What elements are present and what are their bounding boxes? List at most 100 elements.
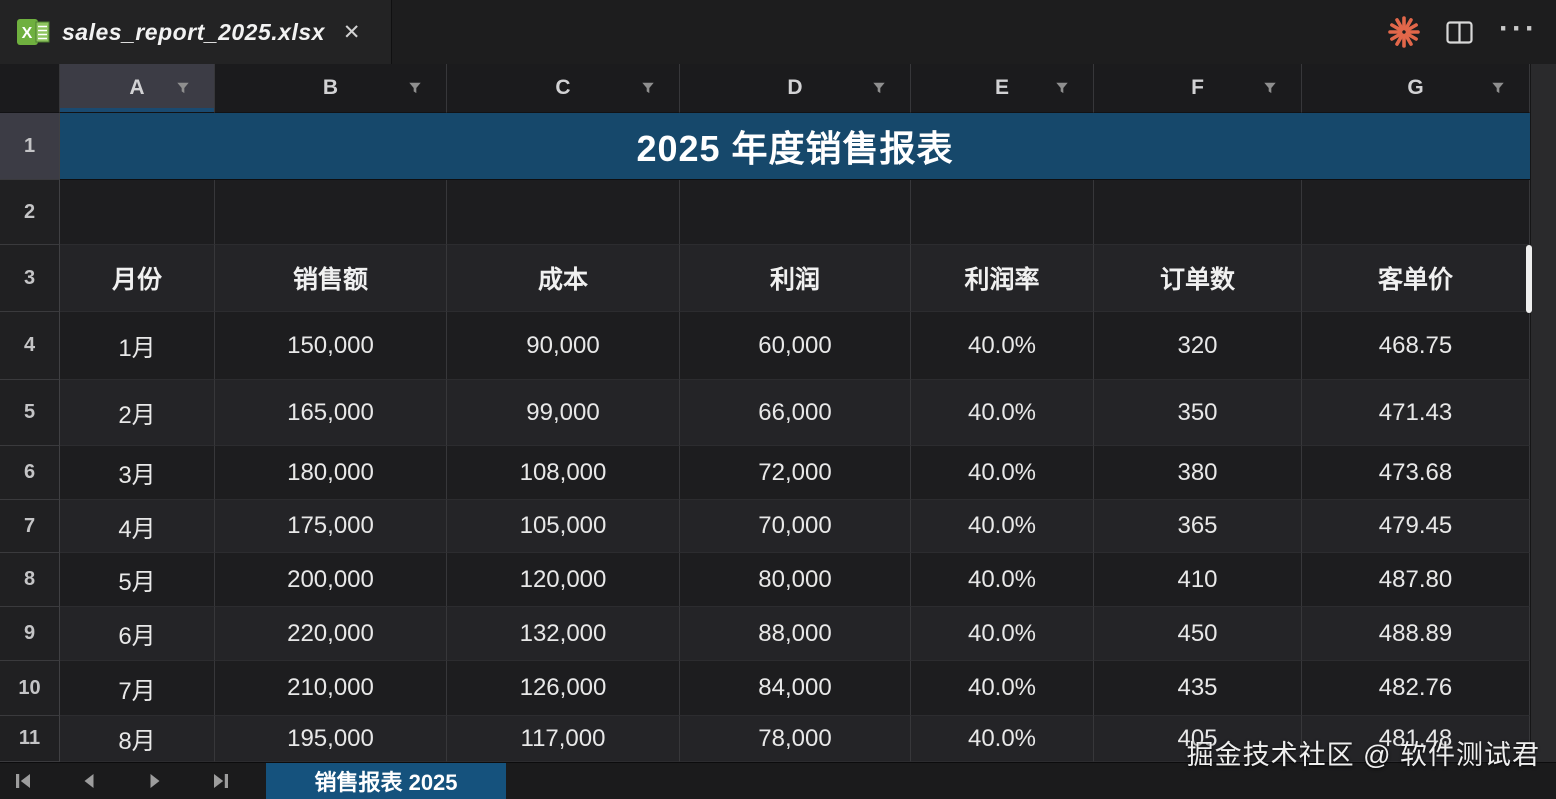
data-cell[interactable]: 195,000 bbox=[215, 716, 447, 762]
data-cell[interactable]: 108,000 bbox=[447, 446, 680, 500]
data-cell[interactable]: 40.0% bbox=[911, 607, 1094, 661]
data-cell[interactable]: 220,000 bbox=[215, 607, 447, 661]
data-cell[interactable]: 210,000 bbox=[215, 661, 447, 716]
data-cell[interactable]: 120,000 bbox=[447, 553, 680, 607]
sheet-tab-sales-report[interactable]: 销售报表 2025 bbox=[266, 763, 506, 799]
data-cell[interactable]: 2月 bbox=[60, 380, 215, 446]
empty-cell[interactable] bbox=[680, 180, 911, 245]
data-cell[interactable]: 4月 bbox=[60, 500, 215, 553]
data-cell[interactable]: 72,000 bbox=[680, 446, 911, 500]
data-cell[interactable]: 126,000 bbox=[447, 661, 680, 716]
filter-icon[interactable] bbox=[1055, 81, 1069, 95]
previous-sheet-button[interactable] bbox=[78, 771, 100, 791]
data-cell[interactable]: 88,000 bbox=[680, 607, 911, 661]
data-cell[interactable]: 481.48 bbox=[1302, 716, 1530, 762]
data-cell[interactable]: 471.43 bbox=[1302, 380, 1530, 446]
row-header-5[interactable]: 5 bbox=[0, 380, 60, 446]
data-cell[interactable]: 60,000 bbox=[680, 312, 911, 380]
filter-icon[interactable] bbox=[872, 81, 886, 95]
row-header-4[interactable]: 4 bbox=[0, 312, 60, 380]
data-cell[interactable]: 40.0% bbox=[911, 312, 1094, 380]
row-header-9[interactable]: 9 bbox=[0, 607, 60, 661]
data-cell[interactable]: 1月 bbox=[60, 312, 215, 380]
data-cell[interactable]: 165,000 bbox=[215, 380, 447, 446]
empty-cell[interactable] bbox=[1094, 180, 1302, 245]
data-cell[interactable]: 8月 bbox=[60, 716, 215, 762]
report-title-cell[interactable]: 2025 年度销售报表 bbox=[60, 113, 1530, 180]
filter-icon[interactable] bbox=[1491, 81, 1505, 95]
column-header-e[interactable]: E bbox=[911, 64, 1094, 113]
data-cell[interactable]: 350 bbox=[1094, 380, 1302, 446]
data-cell[interactable]: 405 bbox=[1094, 716, 1302, 762]
data-cell[interactable]: 468.75 bbox=[1302, 312, 1530, 380]
close-tab-icon[interactable]: ✕ bbox=[342, 20, 361, 44]
data-cell[interactable]: 40.0% bbox=[911, 716, 1094, 762]
data-cell[interactable]: 150,000 bbox=[215, 312, 447, 380]
data-cell[interactable]: 78,000 bbox=[680, 716, 911, 762]
data-cell[interactable]: 175,000 bbox=[215, 500, 447, 553]
data-cell[interactable]: 5月 bbox=[60, 553, 215, 607]
row-header-2[interactable]: 2 bbox=[0, 180, 60, 245]
header-cell[interactable]: 销售额 bbox=[215, 245, 447, 312]
header-cell[interactable]: 月份 bbox=[60, 245, 215, 312]
vertical-scrollbar-track[interactable] bbox=[1530, 64, 1556, 762]
header-cell[interactable]: 客单价 bbox=[1302, 245, 1530, 312]
next-sheet-button[interactable] bbox=[144, 771, 166, 791]
header-cell[interactable]: 利润 bbox=[680, 245, 911, 312]
header-cell[interactable]: 订单数 bbox=[1094, 245, 1302, 312]
data-cell[interactable]: 473.68 bbox=[1302, 446, 1530, 500]
split-editor-icon[interactable] bbox=[1446, 20, 1473, 44]
data-cell[interactable]: 117,000 bbox=[447, 716, 680, 762]
data-cell[interactable]: 180,000 bbox=[215, 446, 447, 500]
data-cell[interactable]: 365 bbox=[1094, 500, 1302, 553]
last-sheet-button[interactable] bbox=[210, 771, 232, 791]
file-tab[interactable]: X sales_report_2025.xlsx ✕ bbox=[0, 0, 392, 64]
data-cell[interactable]: 410 bbox=[1094, 553, 1302, 607]
data-cell[interactable]: 105,000 bbox=[447, 500, 680, 553]
starburst-icon[interactable] bbox=[1388, 16, 1420, 48]
filter-icon[interactable] bbox=[1263, 81, 1277, 95]
filter-icon[interactable] bbox=[408, 81, 422, 95]
vertical-scrollbar-thumb[interactable] bbox=[1526, 245, 1532, 313]
row-header-6[interactable]: 6 bbox=[0, 446, 60, 500]
data-cell[interactable]: 3月 bbox=[60, 446, 215, 500]
empty-cell[interactable] bbox=[60, 180, 215, 245]
column-header-c[interactable]: C bbox=[447, 64, 680, 113]
data-cell[interactable]: 488.89 bbox=[1302, 607, 1530, 661]
header-cell[interactable]: 利润率 bbox=[911, 245, 1094, 312]
row-header-10[interactable]: 10 bbox=[0, 661, 60, 716]
row-header-8[interactable]: 8 bbox=[0, 553, 60, 607]
data-cell[interactable]: 7月 bbox=[60, 661, 215, 716]
row-header-7[interactable]: 7 bbox=[0, 500, 60, 553]
data-cell[interactable]: 40.0% bbox=[911, 500, 1094, 553]
empty-cell[interactable] bbox=[911, 180, 1094, 245]
row-header-3[interactable]: 3 bbox=[0, 245, 60, 312]
data-cell[interactable]: 320 bbox=[1094, 312, 1302, 380]
data-cell[interactable]: 80,000 bbox=[680, 553, 911, 607]
data-cell[interactable]: 66,000 bbox=[680, 380, 911, 446]
filter-icon[interactable] bbox=[176, 81, 190, 95]
data-cell[interactable]: 479.45 bbox=[1302, 500, 1530, 553]
data-cell[interactable]: 435 bbox=[1094, 661, 1302, 716]
data-cell[interactable]: 40.0% bbox=[911, 661, 1094, 716]
data-cell[interactable]: 450 bbox=[1094, 607, 1302, 661]
column-header-f[interactable]: F bbox=[1094, 64, 1302, 113]
row-header-1[interactable]: 1 bbox=[0, 113, 60, 180]
column-header-a[interactable]: A bbox=[60, 64, 215, 113]
empty-cell[interactable] bbox=[1302, 180, 1530, 245]
data-cell[interactable]: 70,000 bbox=[680, 500, 911, 553]
data-cell[interactable]: 487.80 bbox=[1302, 553, 1530, 607]
data-cell[interactable]: 380 bbox=[1094, 446, 1302, 500]
data-cell[interactable]: 132,000 bbox=[447, 607, 680, 661]
row-header-11[interactable]: 11 bbox=[0, 716, 60, 762]
column-header-b[interactable]: B bbox=[215, 64, 447, 113]
data-cell[interactable]: 90,000 bbox=[447, 312, 680, 380]
data-cell[interactable]: 6月 bbox=[60, 607, 215, 661]
data-cell[interactable]: 482.76 bbox=[1302, 661, 1530, 716]
data-cell[interactable]: 200,000 bbox=[215, 553, 447, 607]
first-sheet-button[interactable] bbox=[12, 771, 34, 791]
column-header-g[interactable]: G bbox=[1302, 64, 1530, 113]
header-cell[interactable]: 成本 bbox=[447, 245, 680, 312]
filter-icon[interactable] bbox=[641, 81, 655, 95]
data-cell[interactable]: 84,000 bbox=[680, 661, 911, 716]
